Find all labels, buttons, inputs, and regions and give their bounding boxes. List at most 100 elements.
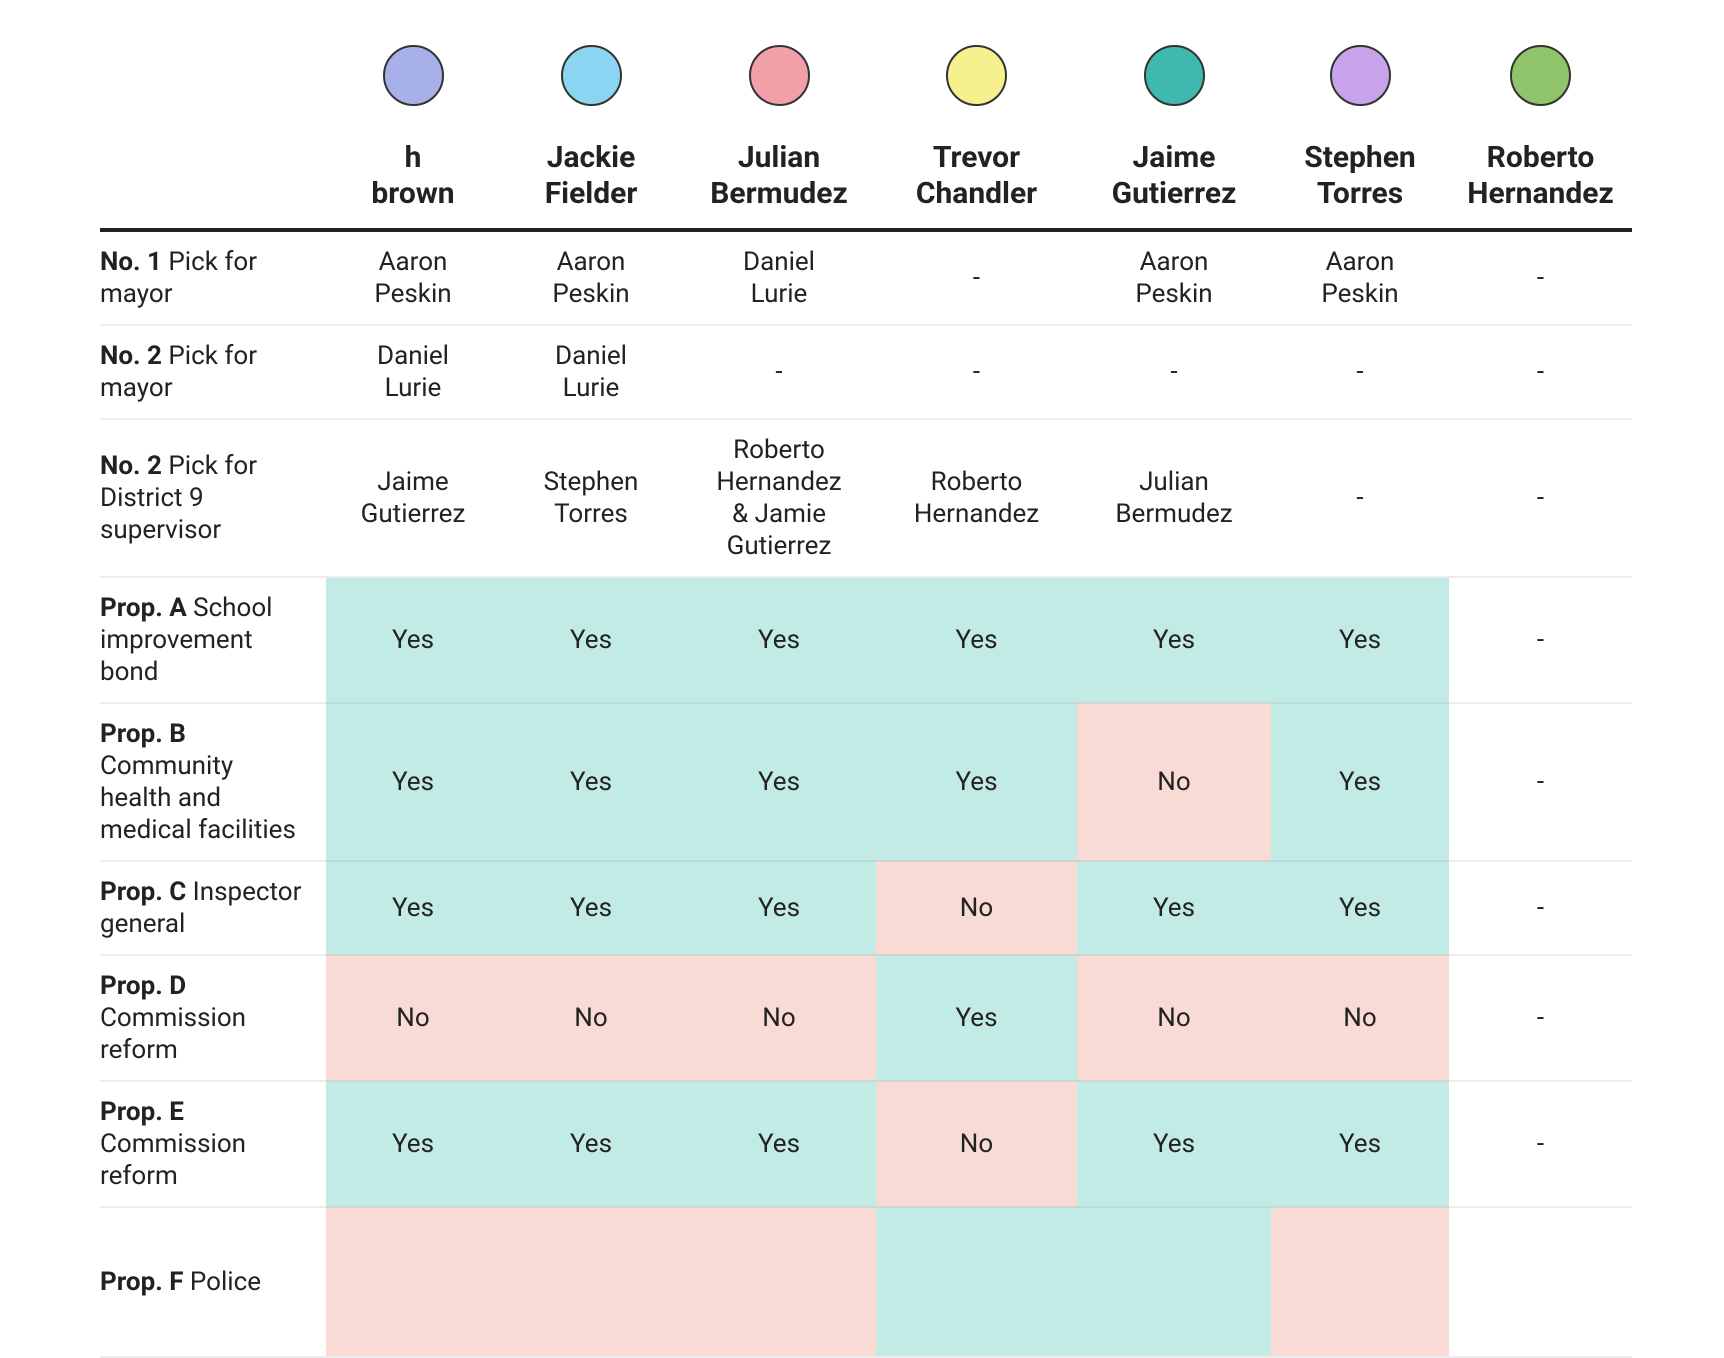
cell-value: - bbox=[972, 263, 981, 293]
cell-value: - bbox=[1356, 483, 1364, 513]
cell-value: Roberto Hernandez & Jamie Gutierrez bbox=[716, 435, 842, 561]
cell-value: No bbox=[574, 1003, 608, 1033]
table-row: No. 2 Pick for mayor Daniel Lurie Daniel L… bbox=[100, 325, 1632, 420]
cell: Yes bbox=[500, 703, 682, 862]
table-row: Prop. F Police bbox=[100, 1207, 1632, 1358]
cell-value: Yes bbox=[1153, 1129, 1195, 1159]
cell: - bbox=[1449, 419, 1632, 578]
cell: Yes bbox=[682, 577, 876, 704]
cell: Yes bbox=[876, 577, 1077, 704]
cell bbox=[326, 1207, 500, 1358]
cell: Yes bbox=[682, 861, 876, 956]
row-label-text: School improvement bond bbox=[100, 593, 273, 687]
avatar bbox=[946, 45, 1007, 106]
cell-value: Yes bbox=[392, 1129, 434, 1159]
cell: Yes bbox=[326, 703, 500, 862]
cell: Yes bbox=[1077, 1081, 1271, 1208]
avatar bbox=[1143, 45, 1205, 106]
cell-value: - bbox=[1536, 263, 1545, 293]
cell-value: Daniel Lurie bbox=[555, 341, 627, 403]
cell: - bbox=[1271, 419, 1449, 578]
cell-value: Yes bbox=[392, 767, 434, 797]
cell-value: - bbox=[972, 357, 981, 387]
cell-value: Yes bbox=[758, 767, 800, 797]
cell: - bbox=[1271, 325, 1449, 420]
avatar bbox=[1329, 45, 1391, 106]
cell: Yes bbox=[1271, 1081, 1449, 1208]
table-body: No. 1 Pick for mayor Aaron Peskin Aaron Pe… bbox=[100, 230, 1632, 1358]
cell: Stephen Torres bbox=[500, 419, 682, 578]
row-label: Prop. F Police bbox=[100, 1207, 326, 1358]
row-label-text: Pick for District 9 supervisor bbox=[100, 451, 258, 545]
table-container: h brown Jackie Fielder Julian Bermudez Trev… bbox=[100, 0, 1632, 1358]
cell: - bbox=[1449, 230, 1632, 326]
cell-value: Yes bbox=[570, 893, 612, 923]
row-label-text: Police bbox=[189, 1267, 262, 1297]
cell: Yes bbox=[876, 955, 1077, 1082]
cell: Aaron Peskin bbox=[1077, 230, 1271, 326]
cell-value: No bbox=[959, 893, 994, 923]
cell-value: - bbox=[1170, 357, 1178, 387]
page: h brown Jackie Fielder Julian Bermudez Trev… bbox=[100, 0, 1632, 1358]
cell: - bbox=[1077, 325, 1271, 420]
row-label-text: Commission reform bbox=[100, 1003, 247, 1065]
cell-value: No bbox=[1343, 1003, 1377, 1033]
row-label-bold: Prop. A bbox=[100, 593, 187, 623]
table-row: Prop. D Commission reform No No No Yes No No - bbox=[100, 955, 1632, 1082]
cell: - bbox=[1449, 325, 1632, 420]
cell-value: No bbox=[762, 1003, 796, 1033]
cell: Yes bbox=[1271, 703, 1449, 862]
table-row: Prop. C Inspector general Yes Yes Yes No Yes Y… bbox=[100, 861, 1632, 956]
cell-value: Yes bbox=[1153, 625, 1195, 655]
cell: Julian Bermudez bbox=[1077, 419, 1271, 578]
cell-value: - bbox=[1536, 625, 1545, 655]
cell bbox=[1449, 1207, 1632, 1358]
cell: - bbox=[682, 325, 876, 420]
cell-value: - bbox=[1536, 767, 1545, 797]
cell-value: No bbox=[959, 1129, 994, 1159]
cell-value: Yes bbox=[570, 625, 612, 655]
cell-value: - bbox=[775, 357, 783, 387]
row-label: No. 2 Pick for District 9 supervisor bbox=[100, 419, 326, 578]
row-label-bold: No. 2 bbox=[100, 451, 162, 481]
avatar bbox=[748, 45, 810, 106]
cell-value: Yes bbox=[570, 1129, 612, 1159]
cell: Yes bbox=[1271, 861, 1449, 956]
cell: No bbox=[1271, 955, 1449, 1082]
cell: Yes bbox=[682, 703, 876, 862]
row-label: No. 2 Pick for mayor bbox=[100, 325, 326, 420]
cell: Daniel Lurie bbox=[682, 230, 876, 326]
cell: - bbox=[1449, 1081, 1632, 1208]
table-row: Prop. A School improvement bond Yes Yes Yes… bbox=[100, 577, 1632, 704]
cell-value: Yes bbox=[1153, 893, 1195, 923]
cell: Yes bbox=[682, 1081, 876, 1208]
column-header: Jaime Gutierrez bbox=[1077, 0, 1271, 232]
row-label-text: Community health and medical facilities bbox=[100, 751, 296, 845]
row-label-bold: Prop. B bbox=[100, 719, 186, 749]
cell-value: Yes bbox=[758, 1129, 800, 1159]
row-label: Prop. C Inspector general bbox=[100, 861, 326, 956]
row-label: Prop. A School improvement bond bbox=[100, 577, 326, 704]
table-row: Prop. B Community health and medical fac… bbox=[100, 703, 1632, 862]
cell-value: - bbox=[1536, 1129, 1545, 1159]
row-label-text: Pick for mayor bbox=[100, 341, 258, 403]
cell: Aaron Peskin bbox=[1271, 230, 1449, 326]
cell-value: Yes bbox=[1339, 1129, 1381, 1159]
row-label: Prop. B Community health and medical fac… bbox=[100, 703, 326, 862]
cell-value: - bbox=[1536, 893, 1545, 923]
cell: No bbox=[326, 955, 500, 1082]
cell-value: - bbox=[1536, 357, 1545, 387]
cell: - bbox=[1449, 955, 1632, 1082]
cell: Yes bbox=[500, 577, 682, 704]
cell: Yes bbox=[876, 703, 1077, 862]
cell: - bbox=[876, 325, 1077, 420]
column-header: Julian Bermudez bbox=[682, 0, 876, 232]
row-label-text: Commission reform bbox=[100, 1129, 247, 1191]
cell: Yes bbox=[326, 1081, 500, 1208]
cell-value: Aaron Peskin bbox=[374, 247, 452, 309]
cell: No bbox=[876, 861, 1077, 956]
row-label-bold: Prop. F bbox=[100, 1267, 184, 1297]
cell-value: Roberto Hernandez bbox=[913, 467, 1040, 529]
cell: - bbox=[1449, 577, 1632, 704]
cell: Roberto Hernandez & Jamie Gutierrez bbox=[682, 419, 876, 578]
